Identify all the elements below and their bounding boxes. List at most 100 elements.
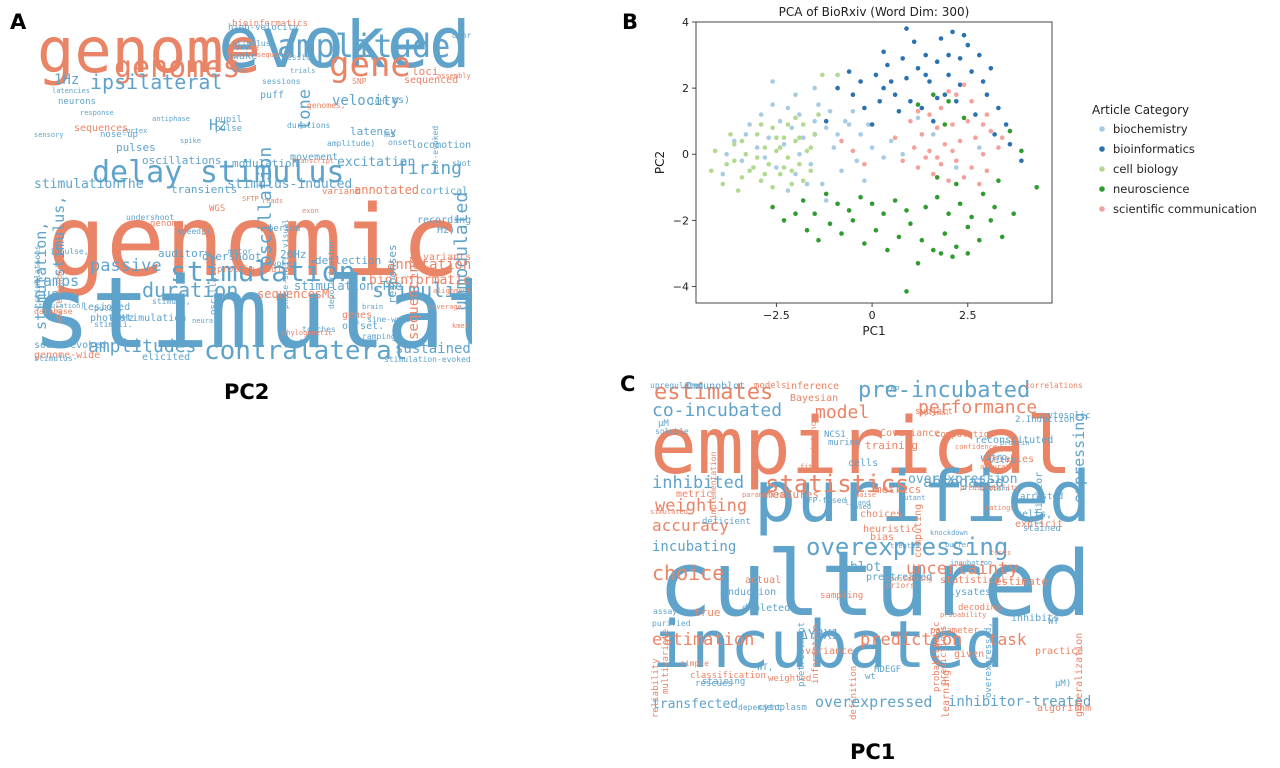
pc1-cloud-word: consistency — [809, 416, 818, 470]
pc1-cloud-word: FAP — [885, 385, 900, 394]
pc1-cloud-word: fit — [800, 463, 813, 471]
pc2-cloud-word: amplitude) — [327, 139, 376, 148]
pc1-cloud-word: classification — [690, 671, 766, 681]
pc2-cloud-word: stimuli, — [152, 297, 191, 306]
scatter-point — [931, 171, 936, 177]
pc1-cloud-word: variables — [980, 454, 1035, 465]
scatter-point — [881, 211, 886, 216]
scatter-point — [904, 26, 909, 31]
pc2-cloud-word: loci — [412, 65, 439, 78]
scatter-point — [1019, 158, 1024, 164]
pc1-cloud-word: variance — [805, 646, 854, 657]
pc1-cloud-word: inhibited — [652, 473, 745, 493]
scatter-point — [938, 105, 944, 111]
legend-marker — [1099, 206, 1105, 212]
pc1-cloud-word: stained — [1023, 524, 1061, 534]
pc2-cloud-word: 10Hz — [370, 97, 390, 106]
scatter-point — [812, 132, 817, 137]
pc1-cloud-word: optimal — [920, 409, 950, 417]
pc1-cloud-word: model — [815, 402, 870, 423]
pc2-cloud-word: database — [34, 307, 73, 316]
pc1-cloud-word: confidence — [955, 443, 998, 451]
scatter-point — [754, 155, 760, 160]
scatter-point — [732, 158, 737, 164]
pc2-cloud-word: motor — [228, 247, 253, 256]
scatter-point — [980, 122, 986, 127]
scatter-point — [858, 132, 863, 137]
scatter-point — [743, 132, 749, 137]
legend-marker — [1099, 126, 1105, 132]
scatter-point — [984, 168, 990, 174]
pc2-cloud-word: assembly — [437, 72, 471, 80]
scatter-point — [827, 221, 833, 226]
scatter-point — [942, 142, 948, 147]
pc2-cloud-word: passive — [90, 256, 162, 276]
pc2-cloud-word: latency — [350, 125, 397, 138]
scatter-point — [954, 165, 959, 170]
scatter-point — [770, 204, 775, 210]
scatter-point — [785, 155, 791, 160]
pc2-cloud-word: genes — [342, 310, 373, 321]
scatter-point — [793, 211, 798, 216]
pc2-cloud-word: transients — [171, 183, 238, 196]
scatter-point — [988, 218, 994, 223]
scatter-point — [950, 29, 955, 35]
scatter-point — [850, 218, 856, 223]
pc1-cloud-word: YFP-fused — [803, 496, 847, 505]
scatter-point — [919, 105, 925, 111]
pc1-cloud-word: Bayesian — [790, 393, 839, 404]
pc1-cloud-word: overexpression — [908, 472, 1018, 487]
scatter-point — [927, 112, 932, 117]
pc1-cloud-word: Covariance — [880, 428, 941, 439]
scatter-point — [789, 125, 794, 131]
pc2-cloud-word: genome-wide — [34, 350, 101, 361]
scatter-point — [988, 128, 994, 134]
scatter-point — [892, 92, 898, 97]
pc2-cloud-word: oscillations — [142, 154, 222, 167]
scatter-point — [950, 148, 955, 154]
scatter-point — [888, 79, 894, 84]
pc2-cloud-word: sequencesM. — [257, 287, 337, 301]
pc2-cloud-word: whole-genome — [55, 264, 64, 323]
scatter-point — [709, 168, 714, 174]
pc2-cloud-word: impulse, — [50, 247, 89, 256]
scatter-point — [885, 62, 890, 68]
scatter-point — [835, 85, 840, 91]
scatter-point — [908, 118, 913, 124]
scatter-point — [923, 52, 928, 58]
pc2-cloud-word: genomes — [114, 50, 241, 85]
pc2-cloud-word: cut-evoked — [431, 125, 440, 174]
scatter-point — [873, 228, 879, 233]
scatter-point — [774, 135, 779, 140]
scatter-point — [712, 148, 718, 154]
scatter-point — [900, 158, 905, 164]
pc1-cloud-word: WT — [1048, 617, 1059, 627]
pc1-cloud-word: Immunoblot — [685, 381, 746, 392]
pc2-cloud-word: nose-up — [100, 130, 138, 140]
pc1-cloud-word: pre-incubated — [858, 380, 1031, 403]
scatter-point — [996, 178, 1001, 183]
scatter-point — [900, 56, 905, 61]
pc2-cloud-word: high-velocity — [228, 23, 299, 33]
pc2-cloud-word: awake — [227, 51, 258, 62]
scatter-point — [762, 155, 768, 160]
pc1-cloud-word: vitro. — [989, 456, 1022, 466]
pc1-cloud-word: parameter — [930, 626, 979, 636]
scatter-point — [869, 145, 875, 150]
y-tick-label: 2 — [682, 82, 689, 95]
pc2-cloud-word: annotated — [354, 183, 420, 197]
scatter-point — [739, 175, 745, 180]
scatter-point — [931, 118, 936, 124]
pc1-cloud-word: lysates — [949, 587, 992, 598]
pc1-cloud-word: reconstituted — [975, 435, 1054, 446]
pc1-cloud-word: performance — [918, 397, 1038, 418]
pc2-cloud-word: spike — [180, 137, 202, 145]
pc2-cloud-word: sequencing — [406, 255, 422, 340]
scatter-point — [973, 112, 978, 117]
legend-marker — [1099, 186, 1105, 192]
legend-label: biochemistry — [1113, 122, 1188, 136]
pc2-cloud-word: amplitude — [277, 27, 451, 65]
word-cloud-pc2: evokedgenomicstimulationgenomeamplitudeg… — [32, 18, 472, 364]
pc2-cloud-word: shot — [452, 159, 472, 168]
pc1-cloud-word: NCS1 — [824, 430, 846, 440]
